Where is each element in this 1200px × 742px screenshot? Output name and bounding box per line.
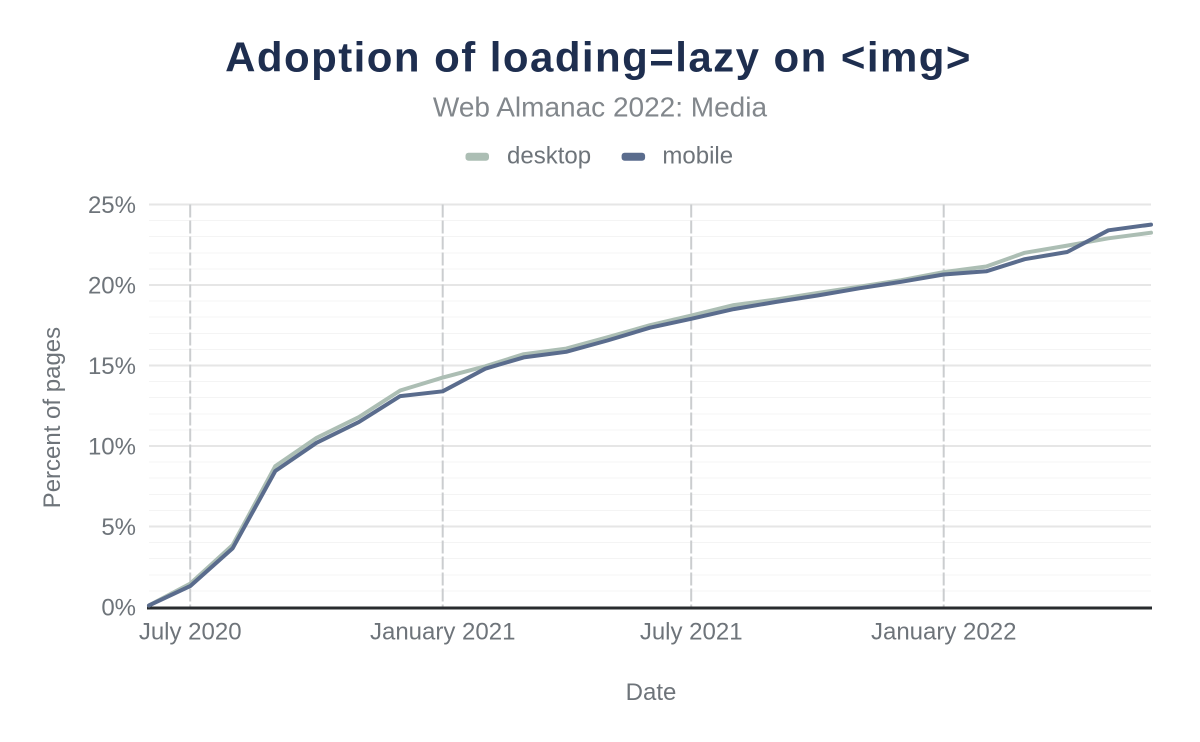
svg-text:Adoption of loading=lazy on <i: Adoption of loading=lazy on <img> [225, 33, 972, 80]
svg-text:20%: 20% [88, 273, 136, 300]
svg-text:January 2022: January 2022 [871, 618, 1016, 645]
svg-text:10%: 10% [88, 434, 136, 461]
svg-text:25%: 25% [88, 192, 136, 219]
svg-text:January 2021: January 2021 [370, 618, 515, 645]
svg-text:desktop: desktop [507, 143, 591, 170]
svg-text:July 2020: July 2020 [139, 618, 242, 645]
svg-text:Date: Date [626, 679, 677, 706]
svg-text:5%: 5% [101, 514, 136, 541]
svg-text:15%: 15% [88, 353, 136, 380]
svg-text:0%: 0% [101, 595, 136, 622]
svg-text:Percent of pages: Percent of pages [39, 327, 66, 508]
svg-text:Web Almanac 2022: Media: Web Almanac 2022: Media [433, 92, 768, 123]
svg-text:July 2021: July 2021 [640, 618, 743, 645]
svg-text:mobile: mobile [662, 143, 733, 170]
